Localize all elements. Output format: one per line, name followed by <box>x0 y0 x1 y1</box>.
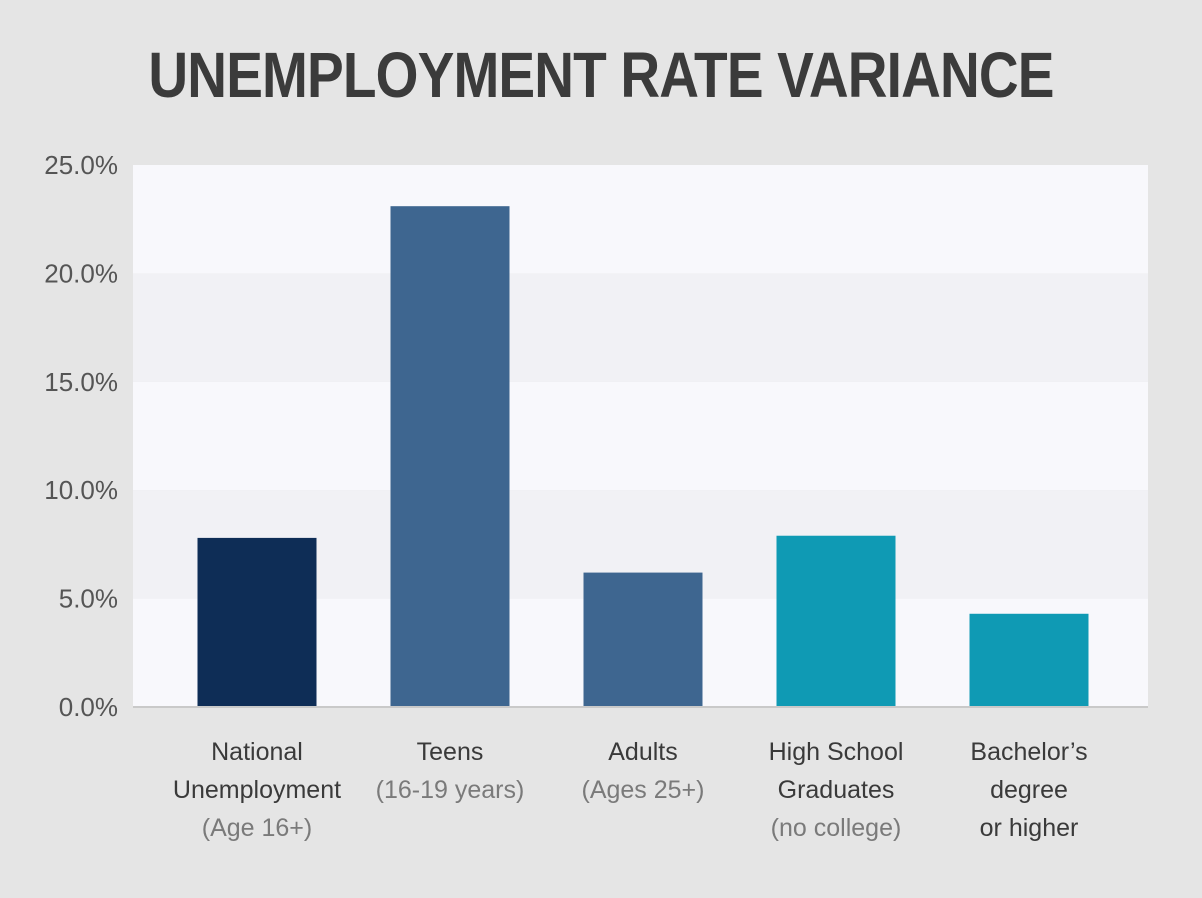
y-tick-label: 5.0% <box>59 584 118 614</box>
grid-band <box>133 381 1148 491</box>
x-category-sublabel: (16-19 years) <box>376 776 525 804</box>
bar <box>583 572 703 707</box>
y-tick-label: 15.0% <box>44 367 118 397</box>
bar <box>776 535 896 707</box>
x-category-label: or higher <box>980 814 1079 842</box>
bar <box>197 537 317 707</box>
x-category-sublabel: (Ages 25+) <box>582 776 705 804</box>
x-category-label: Adults <box>608 738 677 766</box>
x-category-label: Graduates <box>778 776 895 804</box>
x-category-sublabel: (no college) <box>771 814 902 842</box>
x-category-label: degree <box>990 776 1068 804</box>
grid-band <box>133 273 1148 382</box>
y-axis: 0.0% 5.0% 10.0% 15.0% 20.0% 25.0% <box>44 150 118 722</box>
grid-band <box>133 165 1148 274</box>
bar <box>969 613 1089 707</box>
y-tick-label: 25.0% <box>44 150 118 180</box>
y-tick-label: 20.0% <box>44 258 118 288</box>
x-axis: National Unemployment (Age 16+) Teens (16-19… <box>173 738 1088 842</box>
x-category-label: Bachelor’s <box>970 738 1087 766</box>
x-category-sublabel: (Age 16+) <box>202 814 313 842</box>
bar <box>390 206 510 707</box>
chart-title: UNEMPLOYMENT RATE VARIANCE <box>148 39 1054 111</box>
bars <box>197 206 1089 707</box>
x-category-label: National <box>211 738 303 766</box>
y-tick-label: 10.0% <box>44 475 118 505</box>
x-category-label: Teens <box>417 738 484 766</box>
x-category-label: High School <box>769 738 904 766</box>
x-category-label: Unemployment <box>173 776 341 804</box>
y-tick-label: 0.0% <box>59 692 118 722</box>
